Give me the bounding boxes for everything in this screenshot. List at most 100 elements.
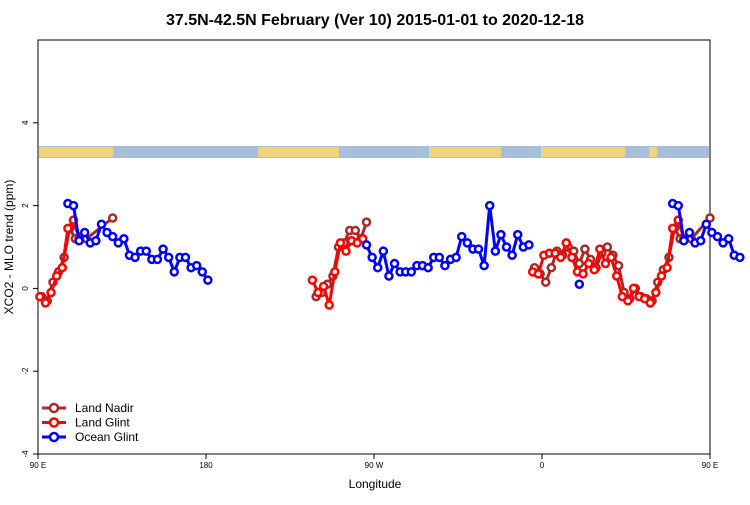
data-point xyxy=(79,227,90,238)
y-tick-label: 4 xyxy=(21,120,30,125)
legend-item: Land Glint xyxy=(42,416,130,430)
data-point xyxy=(561,238,572,248)
data-point xyxy=(361,217,372,227)
data-point xyxy=(595,244,605,254)
data-point xyxy=(507,250,517,261)
legend-marker xyxy=(48,431,60,443)
data-point xyxy=(574,279,585,290)
y-axis-label: XCO2 - MLO trend (ppm) xyxy=(2,180,16,315)
data-point xyxy=(130,252,140,263)
data-point xyxy=(197,267,208,277)
data-point xyxy=(367,252,377,263)
data-point xyxy=(613,260,624,271)
data-point xyxy=(203,275,213,285)
data-point xyxy=(313,287,323,298)
data-point xyxy=(372,262,383,273)
legend-item: Ocean Glint xyxy=(42,430,139,444)
chart-title: 37.5N-42.5N February (Ver 10) 2015-01-01… xyxy=(166,12,584,29)
data-point xyxy=(163,252,174,263)
data-point xyxy=(484,200,495,211)
data-point xyxy=(318,281,329,292)
data-point xyxy=(712,231,723,242)
data-point xyxy=(555,252,566,263)
data-point xyxy=(434,252,445,263)
data-point xyxy=(451,252,461,263)
land-segment xyxy=(429,147,501,157)
data-point xyxy=(695,236,706,246)
series-line xyxy=(672,202,741,259)
data-point xyxy=(456,231,467,242)
data-point xyxy=(490,246,501,256)
data-point xyxy=(191,260,202,271)
data-point xyxy=(583,258,594,269)
y-tick-label: -2 xyxy=(21,367,30,375)
legend-marker xyxy=(48,417,60,428)
x-tick-label: 90 W xyxy=(365,461,384,470)
data-point xyxy=(152,254,163,265)
data-point xyxy=(479,260,489,271)
data-point xyxy=(540,277,551,287)
data-point xyxy=(361,240,372,250)
data-point xyxy=(423,262,433,273)
data-point xyxy=(63,223,73,234)
y-tick-label: 2 xyxy=(21,203,30,208)
data-point xyxy=(330,267,340,277)
series-layer xyxy=(35,198,745,310)
data-point xyxy=(378,246,389,256)
data-point xyxy=(68,200,79,211)
world-map-strip xyxy=(39,146,709,158)
data-point xyxy=(623,296,633,306)
data-point xyxy=(533,269,544,279)
y-tick-label: 0 xyxy=(21,286,30,291)
data-point xyxy=(40,298,51,308)
data-point xyxy=(662,262,672,273)
legend-label: Land Nadir xyxy=(75,401,134,415)
land-segment xyxy=(541,147,625,157)
data-point xyxy=(389,258,400,269)
x-tick-label: 0 xyxy=(540,461,545,470)
data-point xyxy=(600,258,611,269)
legend-marker xyxy=(48,402,60,414)
data-point xyxy=(567,252,577,263)
data-point xyxy=(606,252,616,263)
data-point xyxy=(119,233,129,244)
data-point xyxy=(667,223,678,234)
data-point xyxy=(524,240,534,250)
data-point xyxy=(684,227,695,238)
data-point xyxy=(602,242,613,252)
data-point xyxy=(384,271,394,281)
data-point xyxy=(335,238,346,248)
legend-label: Ocean Glint xyxy=(75,430,139,444)
data-point xyxy=(46,287,56,298)
data-point xyxy=(180,252,191,263)
data-point xyxy=(679,236,689,246)
data-point xyxy=(406,267,417,277)
data-point xyxy=(341,246,351,256)
legend-label: Land Glint xyxy=(75,416,130,430)
data-point xyxy=(324,300,334,310)
data-point xyxy=(580,244,590,254)
data-point xyxy=(96,219,107,229)
data-point xyxy=(501,242,512,252)
y-axis: -4 -2 0 2 4 xyxy=(21,120,38,458)
data-point xyxy=(307,275,318,285)
series-ocean-glint xyxy=(63,198,745,290)
legend-item: Land Nadir xyxy=(42,401,134,415)
data-point xyxy=(35,291,45,302)
data-point xyxy=(74,236,84,246)
data-point xyxy=(589,265,600,275)
data-point xyxy=(350,225,361,236)
data-point xyxy=(611,271,622,281)
data-point xyxy=(141,246,152,256)
data-point xyxy=(473,244,484,254)
data-point xyxy=(496,229,506,240)
data-point xyxy=(578,269,588,279)
data-point xyxy=(656,271,667,281)
data-point xyxy=(107,213,118,223)
x-tick-label: 90 E xyxy=(702,461,718,470)
y-tick-label: -4 xyxy=(21,450,30,458)
data-point xyxy=(701,219,712,229)
